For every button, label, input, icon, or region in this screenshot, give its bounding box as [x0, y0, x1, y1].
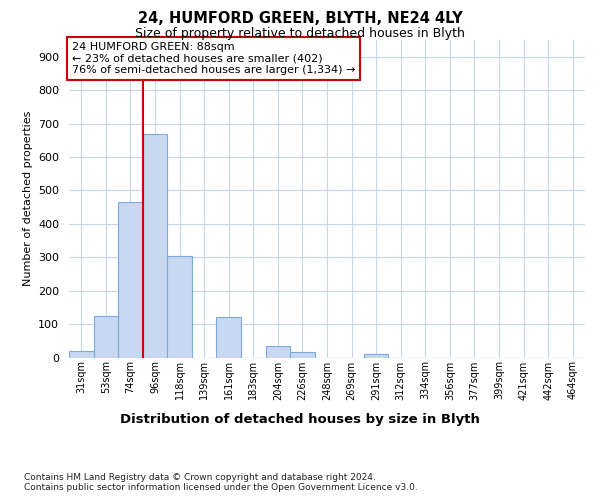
- Text: 24, HUMFORD GREEN, BLYTH, NE24 4LY: 24, HUMFORD GREEN, BLYTH, NE24 4LY: [137, 11, 463, 26]
- Bar: [266, 346, 290, 358]
- Bar: [69, 351, 94, 358]
- Y-axis label: Number of detached properties: Number of detached properties: [23, 111, 32, 286]
- Bar: [94, 316, 118, 358]
- Bar: [118, 202, 143, 358]
- Bar: [167, 256, 192, 358]
- Bar: [217, 318, 241, 358]
- Bar: [290, 352, 315, 358]
- Bar: [364, 354, 388, 358]
- Text: 24 HUMFORD GREEN: 88sqm
← 23% of detached houses are smaller (402)
76% of semi-d: 24 HUMFORD GREEN: 88sqm ← 23% of detache…: [71, 42, 355, 75]
- Text: Contains HM Land Registry data © Crown copyright and database right 2024.
Contai: Contains HM Land Registry data © Crown c…: [24, 472, 418, 492]
- Text: Distribution of detached houses by size in Blyth: Distribution of detached houses by size …: [120, 412, 480, 426]
- Bar: [143, 134, 167, 358]
- Text: Size of property relative to detached houses in Blyth: Size of property relative to detached ho…: [135, 28, 465, 40]
